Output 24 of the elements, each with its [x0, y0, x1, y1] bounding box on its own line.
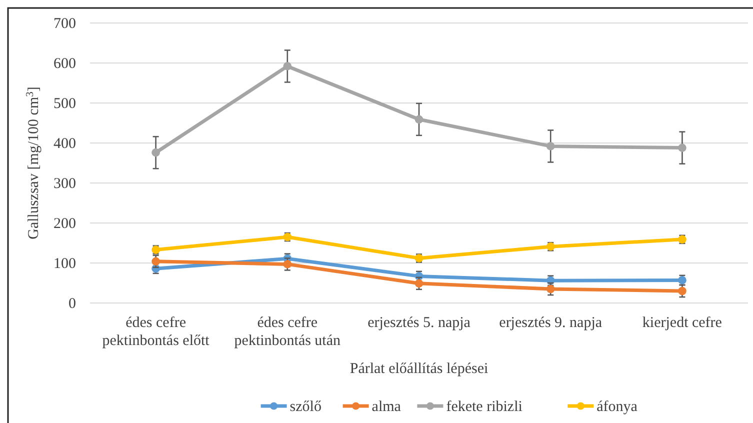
point: [546, 142, 555, 150]
y-tick-label: 400: [54, 136, 76, 152]
x-tick-label: édes cefre pektinbontás után: [234, 315, 342, 349]
legend-label: szőlő: [290, 399, 322, 415]
x-tick-label: erjesztés 5. napja: [368, 315, 471, 331]
point: [283, 62, 292, 70]
y-tick-label: 200: [54, 216, 76, 232]
x-tick-label: erjesztés 9. napja: [499, 315, 602, 331]
y-tick-label: 500: [54, 96, 76, 112]
y-tick-label: 0: [68, 296, 76, 312]
y-tick-label: 300: [54, 176, 76, 192]
y-tick-label: 100: [54, 256, 76, 272]
point: [678, 144, 686, 152]
x-axis-title: Párlat előállítás lépései: [350, 361, 488, 377]
legend-label: alma: [372, 399, 402, 415]
point: [414, 115, 424, 124]
point: [152, 148, 160, 157]
legend-label: fekete ribizli: [446, 399, 522, 415]
point: [283, 260, 292, 268]
y-tick-label: 600: [54, 56, 76, 72]
y-tick-label: 700: [54, 16, 76, 32]
legend-label: áfonya: [596, 399, 638, 415]
x-tick-label: édes cefre pektinbontás előtt: [102, 315, 210, 349]
x-tick-label: kierjedt cefre: [642, 315, 722, 331]
